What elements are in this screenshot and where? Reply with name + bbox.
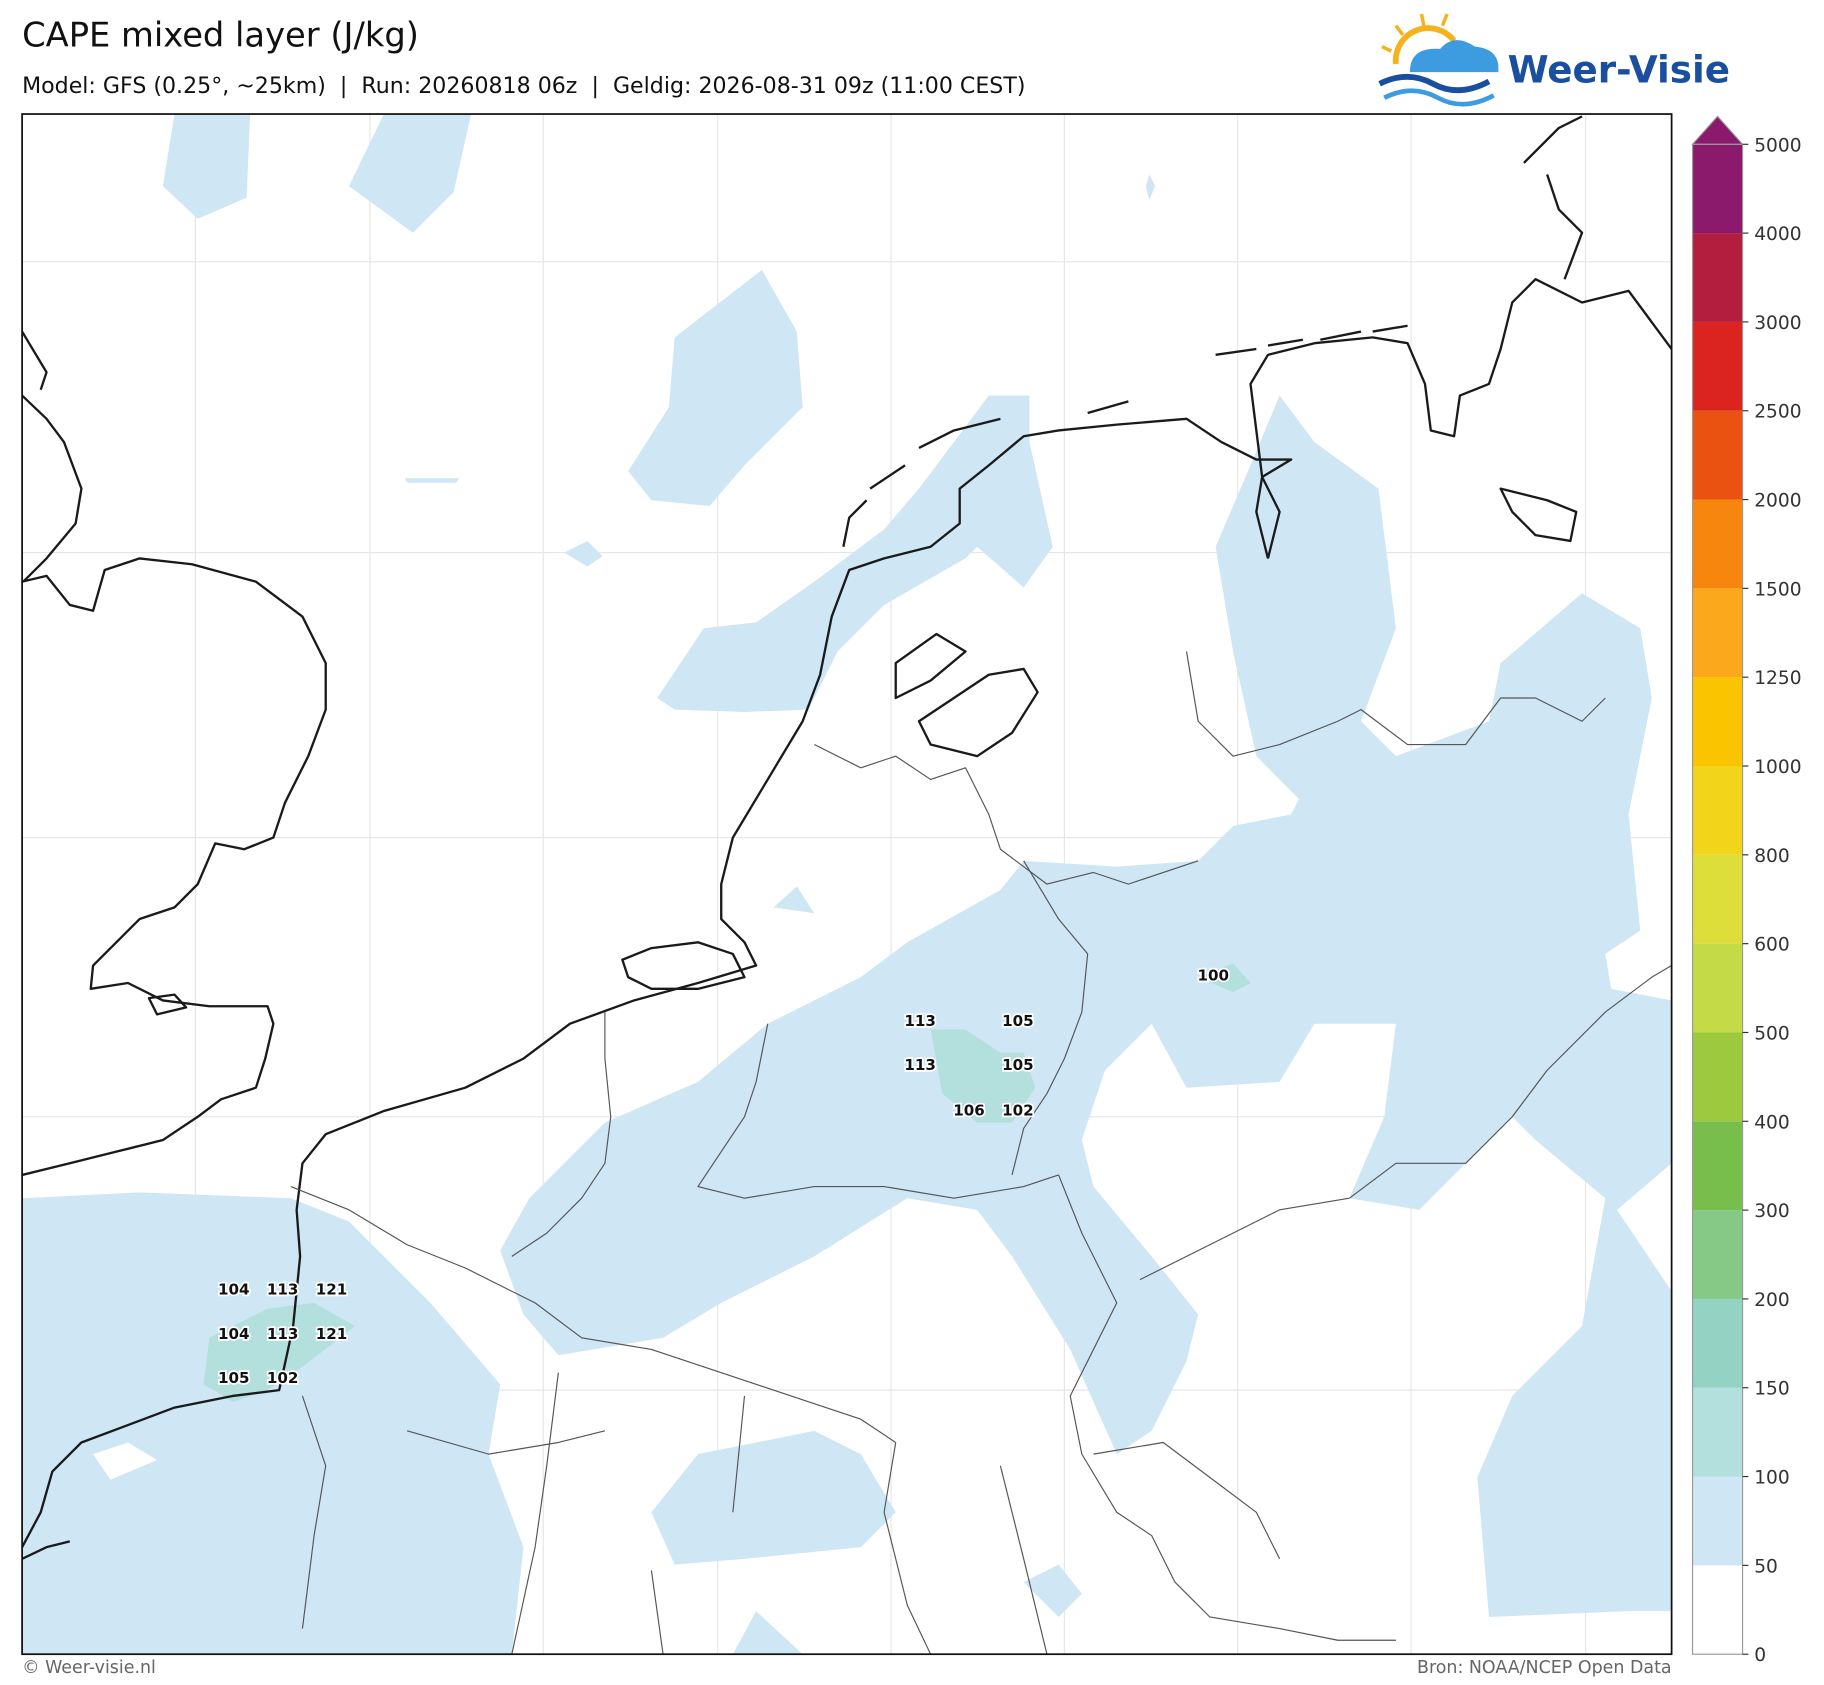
value-label: 106 — [953, 1102, 985, 1120]
coastlines — [22, 115, 1672, 1560]
value-label: 113 — [267, 1325, 299, 1343]
colorbar-tick-label: 2500 — [1754, 402, 1801, 423]
colorbar-segment — [1692, 1298, 1743, 1388]
logo: Weer-Visie — [1378, 13, 1730, 107]
colorbar-tick-label: 400 — [1754, 1112, 1790, 1133]
value-label: 121 — [316, 1325, 348, 1343]
colorbar-segment — [1692, 233, 1743, 322]
colorbar-segment — [1692, 943, 1743, 1033]
colorbar-tick-label: 1250 — [1754, 668, 1801, 689]
colorbar-segment — [1692, 766, 1743, 855]
cape-50-100-areas — [22, 114, 1672, 1655]
colorbar-tick-label: 2000 — [1754, 491, 1801, 512]
colorbar-segment — [1692, 410, 1743, 500]
colorbar-frame — [1691, 143, 1744, 1655]
value-label: 113 — [267, 1281, 299, 1299]
cape-100-150-areas — [203, 963, 1251, 1402]
value-label: 105 — [218, 1369, 250, 1387]
value-label: 105 — [1002, 1056, 1034, 1074]
colorbar-tick-label: 100 — [1754, 1468, 1790, 1489]
value-label: 104 — [218, 1281, 250, 1299]
title: CAPE mixed layer (J/kg) — [22, 16, 419, 55]
colorbar-segment — [1692, 1476, 1743, 1566]
logo-text: Weer-Visie — [1508, 48, 1730, 92]
subtitle: Model: GFS (0.25°, ~25km) | Run: 2026081… — [22, 73, 1025, 99]
footer-left: © Weer-visie.nl — [22, 1658, 156, 1678]
value-label: 102 — [267, 1369, 299, 1387]
value-label: 100 — [1198, 967, 1230, 985]
colorbar-segment — [1692, 1387, 1743, 1477]
value-label: 105 — [1002, 1012, 1034, 1030]
colorbar-tick-label: 4000 — [1754, 224, 1801, 245]
colorbar-segment — [1692, 677, 1743, 767]
value-label: 113 — [904, 1012, 936, 1030]
colorbar-tick-label: 600 — [1754, 935, 1790, 956]
colorbar-segment — [1692, 1565, 1743, 1655]
colorbar-segment — [1692, 144, 1743, 234]
colorbar-extend-arrow — [1691, 115, 1744, 145]
value-label: 102 — [1002, 1102, 1034, 1120]
colorbar-tick-label: 1500 — [1754, 579, 1801, 600]
colorbar-tick-label: 150 — [1754, 1379, 1790, 1400]
colorbar-tick-label: 500 — [1754, 1023, 1790, 1044]
colorbar-tick-label: 1000 — [1754, 757, 1801, 778]
colorbar-segment — [1692, 1121, 1743, 1211]
colorbar-segment — [1692, 1210, 1743, 1299]
colorbar-tick-label: 800 — [1754, 846, 1790, 867]
lat-lon-grid — [22, 114, 1672, 1655]
value-label: 121 — [316, 1281, 348, 1299]
colorbar-segment — [1692, 854, 1743, 944]
colorbar-segment — [1692, 1032, 1743, 1122]
colorbar-tick-label: 200 — [1754, 1290, 1790, 1311]
colorbar: 0 50 100 150 200 300 400 500 600 800 1000 1250 1500 2… — [1691, 115, 1802, 1666]
value-label: 104 — [218, 1325, 250, 1343]
footer-right: Bron: NOAA/NCEP Open Data — [1417, 1658, 1672, 1678]
country-borders — [290, 651, 1672, 1655]
colorbar-tick-label: 0 — [1754, 1645, 1766, 1666]
colorbar-segment — [1692, 588, 1743, 678]
map — [22, 114, 1672, 1655]
colorbar-tick-label: 3000 — [1754, 313, 1801, 334]
colorbar-tick-label: 300 — [1754, 1201, 1790, 1222]
value-label: 113 — [904, 1056, 936, 1074]
colorbar-tick-label: 5000 — [1754, 135, 1801, 156]
colorbar-segment — [1692, 499, 1743, 589]
map-frame — [21, 113, 1673, 1656]
colorbar-segment — [1692, 321, 1743, 411]
point-labels: 100 113 105 113 105 106 102 104 113 121 104 113 121 1… — [216, 965, 1231, 1389]
colorbar-tick-label: 50 — [1754, 1556, 1778, 1577]
